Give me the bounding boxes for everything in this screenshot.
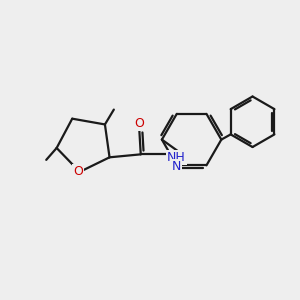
Text: O: O xyxy=(134,117,144,130)
Text: O: O xyxy=(73,165,83,178)
Text: N: N xyxy=(172,160,181,173)
Text: NH: NH xyxy=(167,151,186,164)
